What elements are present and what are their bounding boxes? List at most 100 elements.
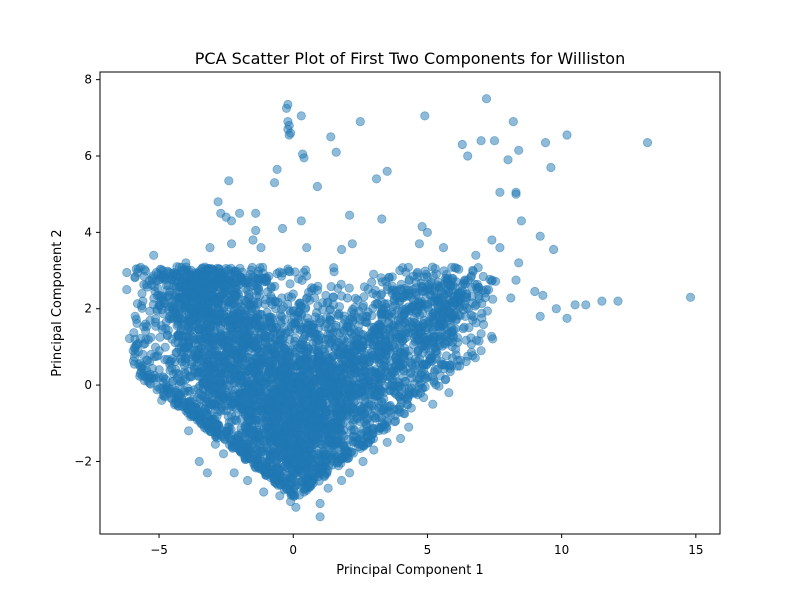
scatter-point — [397, 311, 408, 321]
scatter-point — [325, 305, 335, 315]
scatter-point — [487, 235, 497, 245]
scatter-point — [307, 414, 318, 425]
scatter-point — [358, 456, 368, 467]
scatter-point — [187, 359, 197, 369]
scatter-point — [253, 266, 264, 276]
scatter-point — [306, 358, 316, 369]
scatter-point — [315, 498, 325, 509]
scatter-point — [471, 250, 481, 260]
scatter-point — [300, 387, 310, 397]
scatter-point — [516, 216, 527, 226]
scatter-point — [439, 266, 449, 276]
scatter-point — [581, 300, 591, 310]
scatter-point — [447, 353, 458, 363]
scatter-point — [454, 264, 464, 274]
scatter-point — [306, 478, 316, 488]
scatter-point — [275, 310, 285, 320]
scatter-point — [263, 430, 273, 440]
scatter-point — [133, 267, 143, 278]
scatter-point — [272, 164, 282, 174]
y-tick-label: 6 — [84, 149, 92, 163]
scatter-point — [389, 323, 399, 333]
scatter-point — [278, 380, 288, 390]
scatter-point — [170, 399, 180, 410]
scatter-point — [444, 287, 454, 297]
x-tick-label: 5 — [424, 543, 432, 557]
scatter-point — [390, 416, 401, 426]
scatter-point — [145, 378, 155, 388]
scatter-point — [251, 225, 261, 236]
x-tick-label: 10 — [554, 543, 569, 557]
scatter-point — [374, 319, 384, 329]
scatter-point — [562, 313, 572, 323]
scatter-point — [167, 376, 178, 386]
scatter-point — [422, 360, 432, 370]
scatter-point — [229, 468, 239, 478]
scatter-point — [511, 189, 521, 199]
scatter-point — [430, 364, 440, 375]
scatter-point — [248, 235, 258, 245]
scatter-point — [205, 320, 216, 330]
scatter-point — [154, 373, 164, 383]
scatter-point — [372, 290, 382, 300]
scatter-point — [300, 419, 310, 429]
scatter-point — [130, 334, 140, 344]
scatter-point — [551, 304, 561, 314]
scatter-point — [395, 433, 406, 444]
scatter-point — [422, 227, 432, 237]
scatter-point — [463, 151, 473, 161]
scatter-point — [188, 333, 198, 343]
scatter-point — [283, 299, 293, 309]
scatter-point — [451, 344, 461, 354]
scatter-point — [440, 375, 450, 385]
scatter-point — [220, 350, 230, 360]
scatter-point — [344, 210, 355, 220]
scatter-point — [299, 440, 309, 450]
scatter-point — [135, 368, 145, 379]
scatter-point — [495, 243, 505, 253]
scatter-point — [282, 463, 292, 473]
scatter-point — [371, 174, 382, 184]
scatter-point — [432, 331, 442, 341]
scatter-point — [281, 103, 292, 113]
scatter-point — [446, 361, 456, 371]
scatter-point — [122, 284, 132, 295]
scatter-point — [212, 426, 222, 437]
scatter-point — [244, 406, 254, 416]
scatter-point — [312, 181, 322, 192]
scatter-point — [511, 275, 521, 285]
scatter-point — [329, 371, 339, 382]
scatter-point — [364, 430, 374, 440]
scatter-point — [433, 322, 443, 332]
scatter-point — [398, 292, 409, 302]
scatter-point — [535, 231, 545, 241]
scatter-point — [212, 398, 222, 408]
scatter-point — [210, 439, 220, 449]
scatter-point — [477, 298, 487, 309]
scatter-point — [146, 332, 156, 342]
scatter-point — [471, 318, 481, 328]
scatter-point — [369, 445, 379, 455]
scatter-point — [332, 327, 342, 338]
scatter-point — [194, 456, 204, 467]
scatter-point — [392, 355, 403, 365]
scatter-point — [514, 258, 524, 268]
scatter-point — [336, 475, 347, 486]
scatter-point — [382, 415, 392, 425]
scatter-point — [234, 395, 244, 405]
scatter-point — [417, 222, 427, 232]
scatter-point — [472, 283, 482, 294]
scatter-point — [508, 117, 518, 127]
scatter-point — [179, 316, 189, 326]
scatter-point — [274, 466, 284, 476]
scatter-point — [215, 375, 225, 386]
scatter-point — [421, 338, 431, 348]
scatter-point — [530, 286, 540, 297]
scatter-point — [250, 341, 260, 352]
scatter-point — [546, 162, 556, 173]
scatter-point — [376, 367, 386, 377]
scatter-point — [179, 294, 189, 304]
scatter-point — [200, 278, 210, 288]
scatter-point — [322, 388, 332, 398]
scatter-point — [476, 136, 486, 146]
